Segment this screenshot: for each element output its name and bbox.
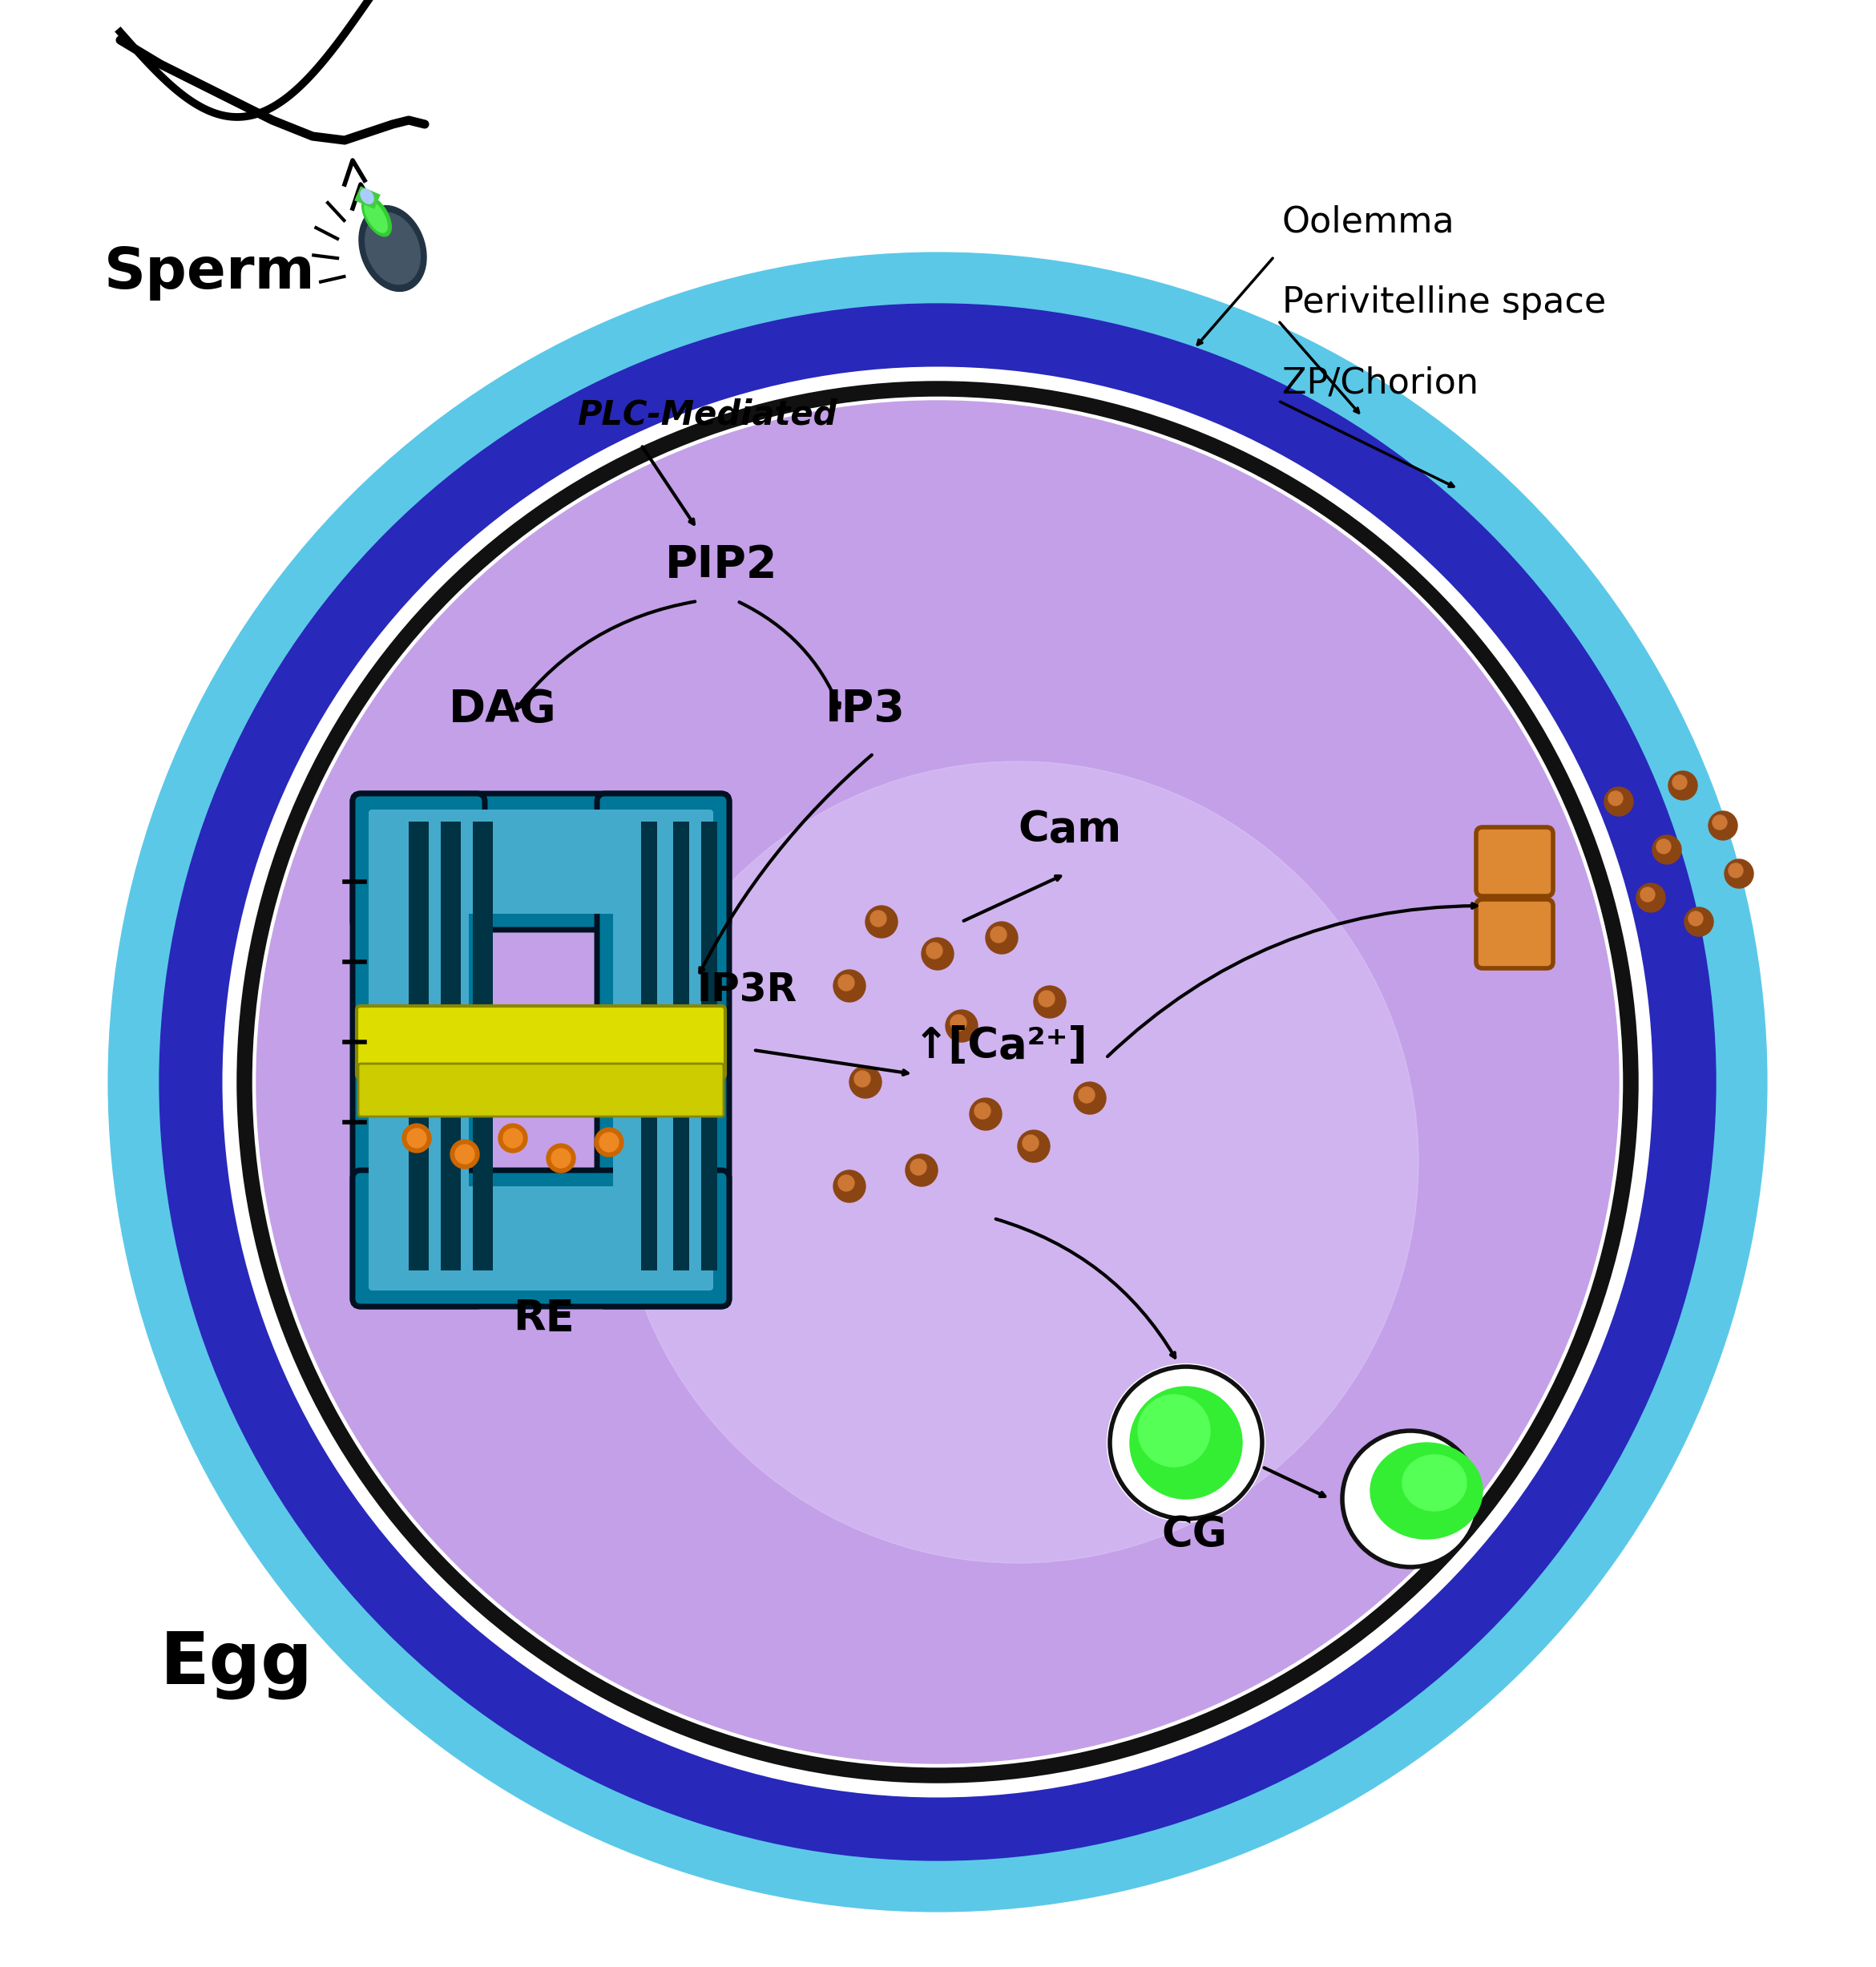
Circle shape (546, 1143, 576, 1172)
Circle shape (1079, 1088, 1096, 1103)
Circle shape (552, 1149, 570, 1168)
Circle shape (1604, 787, 1634, 816)
Text: ZP/Chorion: ZP/Chorion (1281, 366, 1478, 399)
Text: Egg: Egg (159, 1629, 313, 1699)
Circle shape (1343, 1430, 1478, 1568)
Circle shape (1034, 985, 1066, 1019)
Circle shape (1640, 887, 1655, 901)
Circle shape (499, 1123, 527, 1153)
Ellipse shape (362, 197, 392, 236)
Text: Perivitelline space: Perivitelline space (1281, 285, 1606, 321)
Circle shape (946, 1009, 977, 1043)
Circle shape (1111, 1367, 1263, 1519)
Ellipse shape (1129, 1387, 1242, 1499)
Ellipse shape (1139, 1395, 1210, 1467)
Ellipse shape (358, 207, 426, 291)
Ellipse shape (360, 189, 373, 205)
Circle shape (1668, 771, 1698, 801)
Circle shape (1039, 991, 1054, 1007)
Text: PLC-Mediated: PLC-Mediated (578, 399, 837, 433)
Circle shape (921, 938, 953, 970)
Circle shape (1636, 883, 1666, 913)
FancyBboxPatch shape (1476, 899, 1553, 968)
FancyBboxPatch shape (441, 822, 461, 1271)
Circle shape (870, 911, 885, 926)
FancyBboxPatch shape (368, 1186, 713, 1290)
FancyBboxPatch shape (473, 822, 493, 1271)
Circle shape (456, 1145, 475, 1164)
Circle shape (503, 1129, 523, 1149)
FancyBboxPatch shape (673, 822, 688, 1271)
Circle shape (1709, 810, 1737, 840)
Circle shape (257, 401, 1619, 1762)
FancyBboxPatch shape (597, 793, 730, 1306)
Circle shape (600, 1133, 619, 1153)
FancyBboxPatch shape (358, 1064, 724, 1117)
Circle shape (974, 1103, 991, 1119)
Circle shape (1653, 836, 1681, 864)
Circle shape (617, 761, 1418, 1564)
Circle shape (401, 1123, 431, 1153)
Text: Sperm: Sperm (105, 246, 315, 301)
Circle shape (985, 923, 1019, 954)
Circle shape (906, 1155, 938, 1186)
Circle shape (1657, 840, 1672, 854)
Circle shape (1685, 907, 1713, 936)
FancyBboxPatch shape (613, 810, 713, 1290)
FancyBboxPatch shape (368, 810, 713, 915)
Circle shape (1022, 1135, 1039, 1151)
FancyBboxPatch shape (353, 793, 730, 930)
Circle shape (1672, 775, 1687, 789)
Circle shape (951, 1015, 966, 1031)
Circle shape (991, 926, 1007, 942)
Circle shape (833, 970, 865, 1001)
Ellipse shape (366, 212, 420, 285)
Text: Oolemma: Oolemma (1281, 205, 1456, 240)
Circle shape (1688, 911, 1703, 926)
FancyBboxPatch shape (353, 793, 484, 1306)
Ellipse shape (364, 201, 386, 232)
Circle shape (970, 1098, 1002, 1131)
Circle shape (1608, 791, 1623, 806)
Text: RE: RE (512, 1298, 574, 1340)
FancyBboxPatch shape (702, 822, 717, 1271)
FancyBboxPatch shape (356, 1005, 726, 1078)
Ellipse shape (1369, 1442, 1482, 1538)
Circle shape (833, 1170, 865, 1202)
Text: ↑[Ca²⁺]: ↑[Ca²⁺] (914, 1025, 1088, 1066)
Text: Cam: Cam (1019, 808, 1122, 850)
FancyBboxPatch shape (642, 822, 657, 1271)
Circle shape (1073, 1082, 1105, 1113)
Circle shape (1713, 814, 1728, 830)
Circle shape (839, 976, 854, 991)
Circle shape (1724, 860, 1754, 889)
Ellipse shape (1403, 1456, 1467, 1511)
Circle shape (450, 1139, 478, 1168)
Circle shape (854, 1070, 870, 1088)
Circle shape (1728, 864, 1743, 877)
Text: PIP2: PIP2 (666, 543, 779, 586)
Circle shape (407, 1129, 426, 1149)
Circle shape (865, 905, 897, 938)
FancyBboxPatch shape (353, 1170, 730, 1306)
Circle shape (1019, 1131, 1051, 1162)
Text: IP3R: IP3R (698, 972, 797, 1009)
Circle shape (927, 942, 942, 958)
Circle shape (910, 1159, 927, 1174)
FancyBboxPatch shape (1476, 828, 1553, 897)
Circle shape (595, 1127, 623, 1157)
Text: CG: CG (1161, 1515, 1227, 1556)
Text: IP3: IP3 (825, 688, 906, 732)
Circle shape (839, 1174, 854, 1192)
FancyBboxPatch shape (409, 822, 430, 1271)
Text: DAG: DAG (448, 688, 557, 732)
FancyBboxPatch shape (368, 810, 469, 1290)
Circle shape (850, 1066, 882, 1098)
